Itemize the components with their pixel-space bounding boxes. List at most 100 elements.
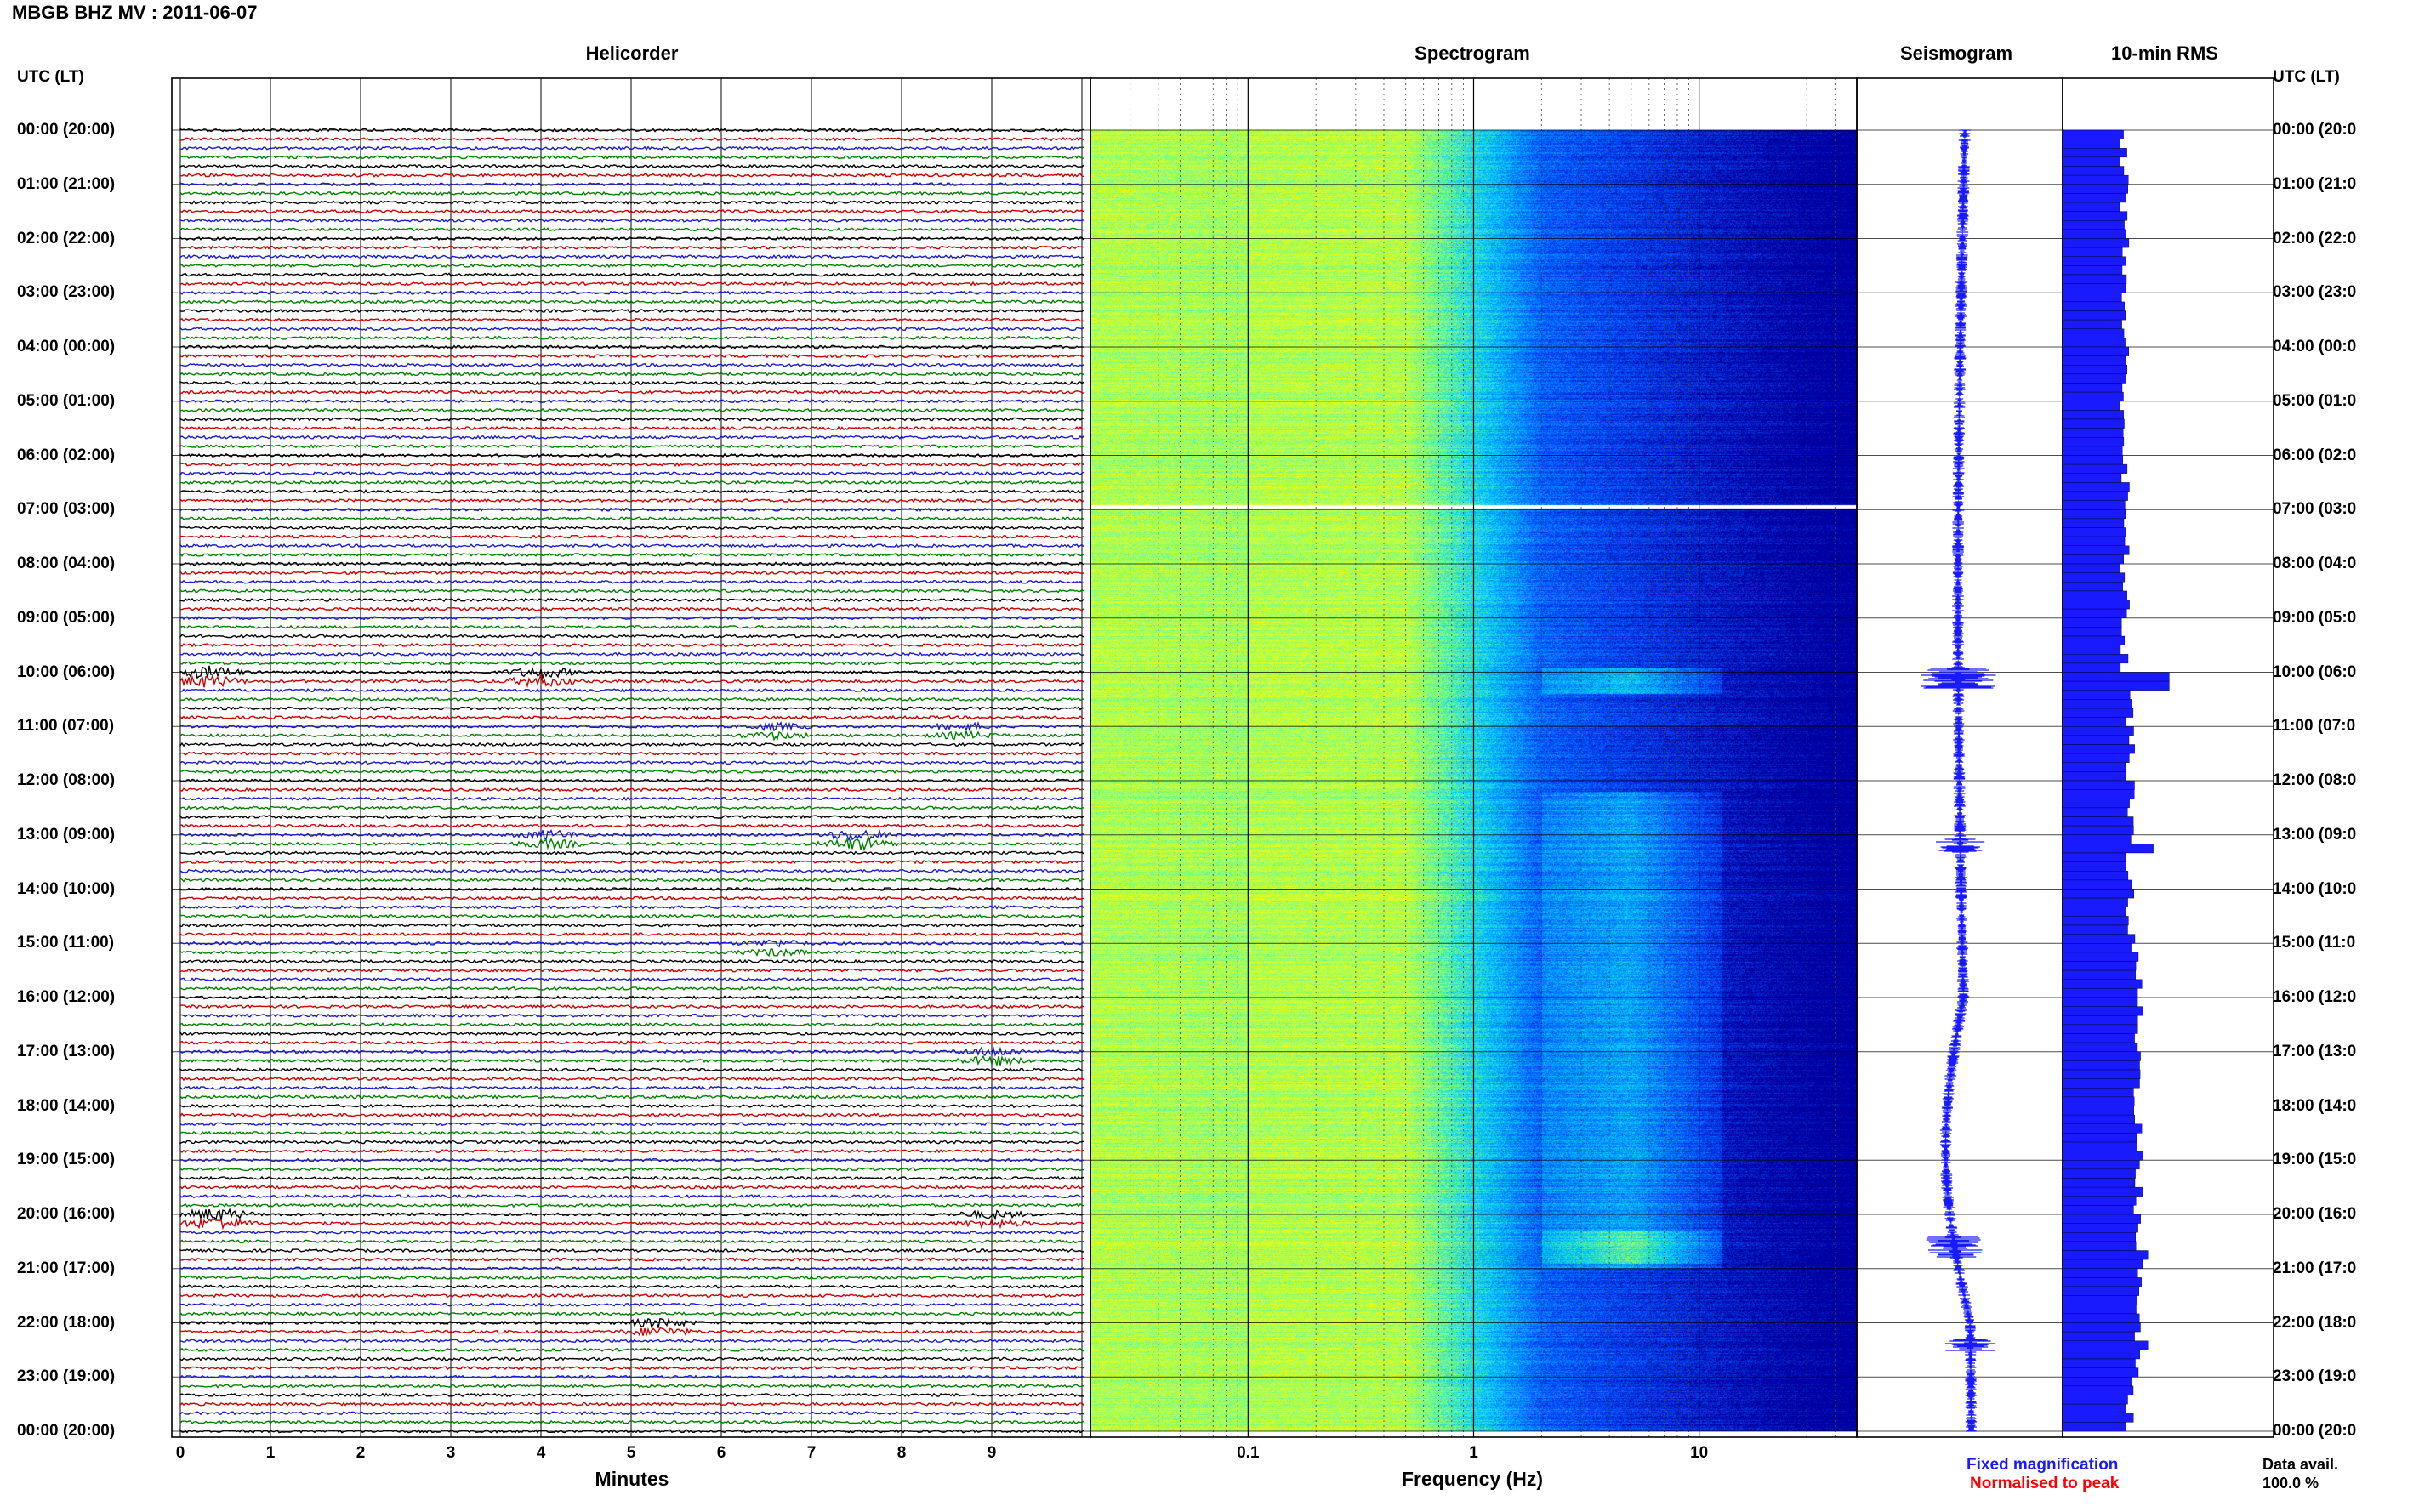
time-label-right: 08:00 (04:0 <box>2273 554 2357 572</box>
utc-header-right: UTC (LT) <box>2273 68 2340 86</box>
time-label-left: 21:00 (17:00) <box>17 1259 116 1277</box>
helicorder-trace <box>179 462 1084 467</box>
time-label-left: 13:00 (09:00) <box>17 825 116 844</box>
time-label-right: 04:00 (00:0 <box>2273 338 2357 355</box>
helicorder-trace <box>179 868 1084 873</box>
rms-bar <box>2062 401 2120 411</box>
helicorder-trace <box>179 218 1084 224</box>
helicorder-trace <box>179 1257 1084 1262</box>
helicorder-trace <box>179 1239 1084 1244</box>
helicorder-trace <box>179 254 1084 259</box>
rms-bar <box>2062 536 2126 546</box>
time-label-left: 05:00 (01:00) <box>17 391 116 410</box>
helicorder-trace <box>179 1365 1084 1371</box>
rms-bar <box>2062 527 2126 537</box>
rms-bar <box>2062 861 2126 872</box>
panel-frames <box>171 77 2274 1438</box>
rms-bar <box>2062 129 2124 139</box>
rms-bar <box>2062 1168 2136 1179</box>
helicorder-trace <box>179 1356 1084 1361</box>
rms-bar <box>2062 645 2121 655</box>
rms-bar <box>2062 1214 2141 1224</box>
rms-bar <box>2062 418 2125 429</box>
helicorder-trace <box>179 372 1084 378</box>
helicorder-trace <box>179 200 1084 205</box>
helicorder-trace <box>179 155 1084 160</box>
rms-bar <box>2062 1196 2137 1206</box>
seismogram-title: Seismogram <box>1899 43 2013 64</box>
rms-bar <box>2062 844 2154 854</box>
helicorder-trace <box>179 1157 1084 1162</box>
rms-bar <box>2062 1069 2141 1079</box>
helicorder-tick-label: 9 <box>987 1444 997 1462</box>
helicorder-trace <box>179 1076 1084 1082</box>
rms-bar <box>2062 482 2130 492</box>
rms-bar <box>2062 717 2126 727</box>
rms-bar <box>2062 1178 2136 1188</box>
helicorder-trace <box>179 1428 1084 1434</box>
helicorder-trace <box>179 208 1084 214</box>
helicorder-trace <box>179 796 1084 802</box>
helicorder-trace <box>179 1275 1084 1281</box>
rms-bar <box>2062 220 2125 230</box>
helicorder-trace <box>179 1045 1084 1057</box>
helicorder-trace <box>179 1193 1084 1199</box>
helicorder-trace <box>179 923 1084 928</box>
rms-bar <box>2062 184 2129 194</box>
rms-bar <box>2062 1033 2135 1043</box>
rms-bar <box>2062 373 2127 384</box>
rms-bar <box>2062 1358 2136 1368</box>
helicorder-trace <box>179 136 1084 142</box>
rms-bar <box>2062 1123 2143 1134</box>
rms-bar <box>2062 762 2126 772</box>
time-label-right: 09:00 (05:0 <box>2273 608 2357 627</box>
rms-bar <box>2062 1006 2143 1016</box>
time-label-right: 01:00 (21:0 <box>2273 174 2357 193</box>
rms-bar <box>2062 1295 2137 1305</box>
rms-bar <box>2062 1413 2134 1423</box>
time-label-left: 01:00 (21:00) <box>17 174 116 193</box>
rms-bar <box>2062 238 2130 248</box>
helicorder-trace <box>179 706 1084 711</box>
helicorder-trace <box>179 579 1084 584</box>
helicorder-trace <box>179 778 1084 783</box>
rms-bar <box>2062 293 2122 303</box>
rms-bar <box>2062 1024 2138 1034</box>
rms-bar <box>2062 753 2130 763</box>
rms-bar <box>2062 1015 2138 1026</box>
rms-bar <box>2062 473 2122 483</box>
helicorder-trace <box>179 326 1084 332</box>
helicorder-trace <box>179 673 1084 689</box>
rms-bar <box>2062 1250 2149 1260</box>
spectrogram-tick-label: 0.1 <box>1237 1444 1260 1462</box>
rms-bar <box>2062 1377 2132 1387</box>
time-label-left: 14:00 (10:00) <box>17 879 116 898</box>
rms-bar <box>2062 211 2128 221</box>
helicorder-trace <box>179 561 1084 566</box>
rms-bar <box>2062 1232 2137 1242</box>
rms-bar <box>2062 1088 2134 1098</box>
rms-bar <box>2062 726 2134 736</box>
rms-bar <box>2062 627 2122 637</box>
helicorder-trace <box>179 760 1084 765</box>
helicorder-trace <box>179 1003 1084 1009</box>
helicorder-trace <box>179 480 1084 485</box>
helicorder-trace <box>179 534 1084 539</box>
rms-bar <box>2062 1106 2135 1116</box>
rms-bar <box>2062 1277 2142 1287</box>
helicorder-trace <box>179 263 1084 269</box>
helicorder-tick-label: 5 <box>626 1444 636 1462</box>
helicorder-trace <box>179 1054 1084 1066</box>
helicorder-title: Helicorder <box>585 43 679 64</box>
helicorder-trace <box>179 407 1084 412</box>
helicorder-trace <box>179 497 1084 503</box>
rms-bar <box>2062 328 2125 338</box>
helicorder-trace <box>179 769 1084 775</box>
helicorder-trace <box>179 353 1084 359</box>
utc-header-left: UTC (LT) <box>17 68 84 86</box>
helicorder-tick-label: 4 <box>536 1444 546 1462</box>
rms-bar <box>2062 916 2129 926</box>
helicorder-trace <box>179 688 1084 693</box>
helicorder-trace <box>179 1248 1084 1253</box>
